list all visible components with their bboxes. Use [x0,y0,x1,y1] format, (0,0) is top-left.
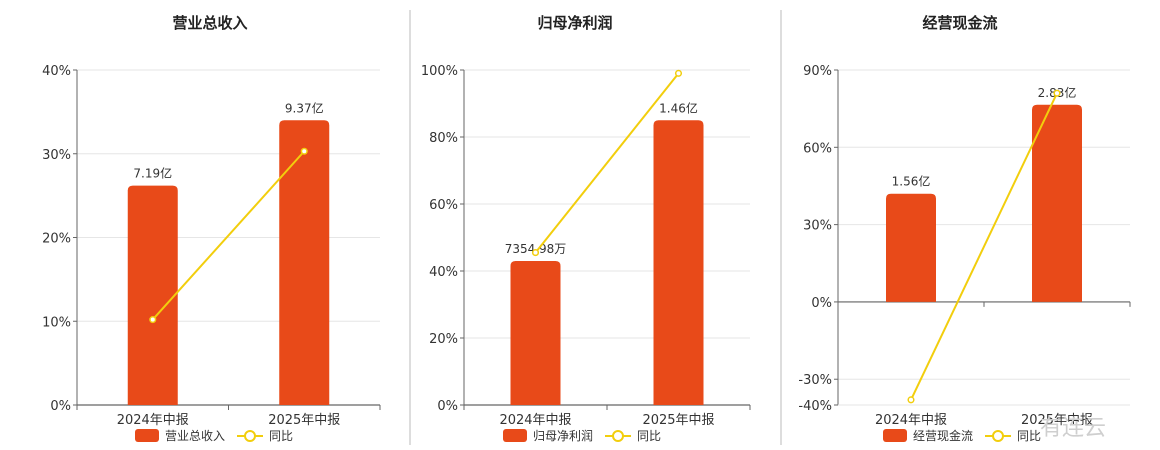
watermark-text: 有连云 [1040,416,1106,441]
chart-title: 经营现金流 [922,14,997,32]
x-category-label: 2024年中报 [875,413,947,428]
bar [653,120,704,405]
legend-line-label: 同比 [269,429,293,443]
legend-line-label: 同比 [637,429,661,443]
chart-panel-1: 营业总收入 0% 10% 20% 30% 40% 2024年中报 2025年中报 7.19亿 9.… [42,14,381,443]
chart-title: 归母净利润 [537,14,612,32]
y-tick-label: 20% [429,332,458,347]
y-tick-label: -30% [798,373,832,388]
bar-data-label: 9.37亿 [285,100,324,115]
legend-bar-swatch [135,429,159,442]
y-tick-label: 20% [42,232,71,247]
y-tick-label: 0% [811,296,832,311]
chart-title: 营业总收入 [172,14,247,32]
y-tick-label: 90% [803,64,832,79]
yoy-point [300,147,308,155]
bar-data-label: 1.56亿 [892,174,931,189]
yoy-point [907,396,915,404]
y-tick-label: 60% [803,141,832,156]
bar [1032,104,1082,302]
y-tick-label: 0% [50,399,71,414]
x-category-label: 2025年中报 [642,413,714,428]
yoy-point [674,69,683,77]
y-tick-label: 40% [42,64,71,79]
y-tick-label: 60% [429,198,458,213]
bar-data-label: 1.46亿 [659,100,698,115]
y-tick-label: -40% [798,399,832,414]
y-tick-label: 10% [42,315,71,330]
legend-bar-label: 归母净利润 [533,429,593,443]
yoy-point [531,249,540,257]
x-category-label: 2025年中报 [1021,413,1093,428]
x-category-label: 2024年中报 [499,413,571,428]
legend-bar-label: 营业总收入 [165,429,225,443]
yoy-line [910,92,1058,401]
legend-bar-swatch [503,429,527,442]
yoy-point [149,316,157,324]
y-tick-label: 40% [429,265,458,280]
yoy-line [152,150,305,321]
bar [886,193,936,302]
x-category-label: 2025年中报 [268,413,340,428]
legend-bar-label: 经营现金流 [913,428,973,443]
y-tick-label: 30% [42,148,71,163]
bar-data-label: 7354.98万 [505,242,567,256]
legend-bar-swatch [883,429,907,442]
y-tick-label: 100% [421,64,458,79]
legend-line-marker [992,430,1004,442]
legend-line-marker [244,430,256,442]
chart-panel-3: 经营现金流 -40% -30% 0% 30% 60% 90% 2024年中报 2025年中报 1.… [798,14,1131,443]
yoy-point [1053,89,1061,97]
y-tick-label: 30% [803,219,832,234]
bar [127,185,178,405]
legend-line-label: 同比 [1017,429,1041,443]
x-category-label: 2024年中报 [117,413,189,428]
legend-line-marker [612,430,624,442]
bar-data-label: 7.19亿 [133,166,172,181]
y-tick-label: 0% [437,399,458,414]
bar [510,260,561,405]
yoy-line [534,72,680,254]
bar [279,120,330,405]
y-tick-label: 80% [429,131,458,146]
chart-panel-2: 归母净利润 0% 20% 40% 60% 80% 100% 2024年中报 2025年中报 735… [421,14,751,443]
